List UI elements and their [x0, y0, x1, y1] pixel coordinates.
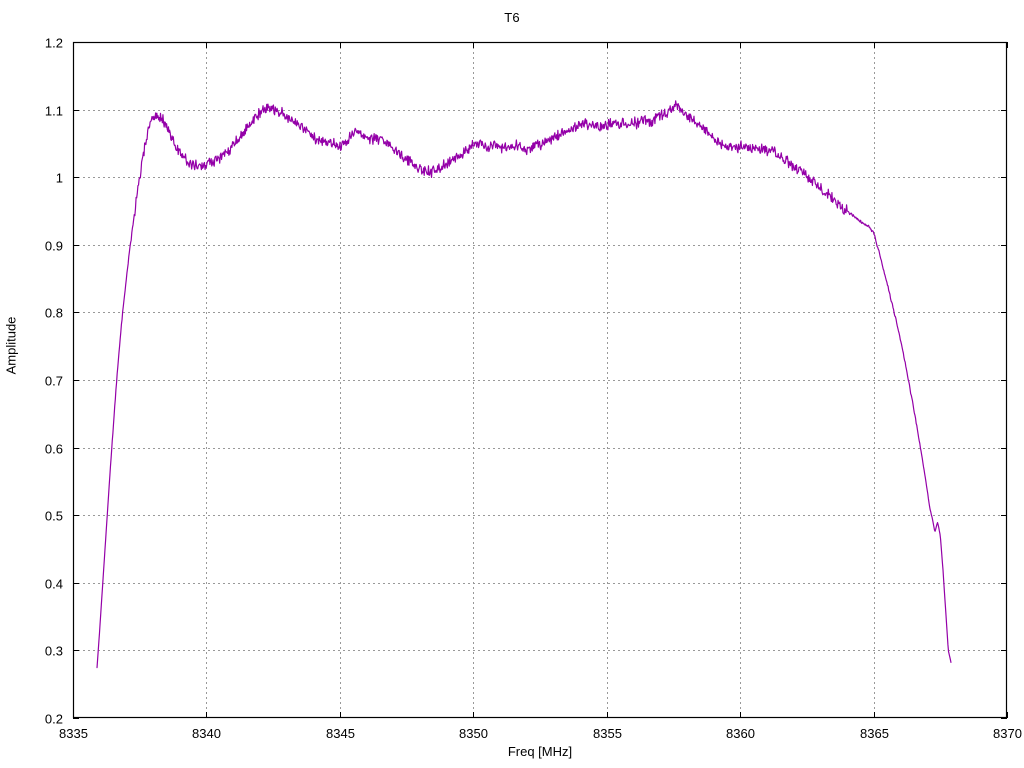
- y-tick-label: 0.9: [45, 239, 63, 254]
- x-tick-label: 8345: [326, 726, 355, 741]
- y-tick-label: 0.7: [45, 374, 63, 389]
- plot-frame: [72, 41, 1008, 719]
- x-tick-label: 8365: [860, 726, 889, 741]
- grid-lines: [73, 42, 1007, 718]
- y-tick-label: 0.5: [45, 509, 63, 524]
- y-tick-label: 0.8: [45, 306, 63, 321]
- y-tick-label: 0.3: [45, 644, 63, 659]
- x-tick-label: 8340: [192, 726, 221, 741]
- x-axis-ticks: 8335 8340 8345 8350 8355 8360 8365 8370: [59, 42, 1022, 741]
- x-axis-title: Freq [MHz]: [507, 744, 573, 759]
- y-tick-label: 1.1: [45, 104, 63, 119]
- plot-border: [72, 41, 1008, 719]
- y-tick-label: 0.6: [45, 442, 63, 457]
- page-title: T6: [504, 10, 520, 25]
- y-axis-ticks: 0.2 0.3 0.4 0.5 0.6 0.7 0.8 0.9 1 1.1 1.2: [45, 36, 1007, 727]
- y-tick-label: 0.4: [45, 577, 63, 592]
- y-tick-label: 1.2: [45, 36, 63, 51]
- x-tick-label: 8360: [726, 726, 755, 741]
- x-tick-label: 8350: [459, 726, 488, 741]
- y-tick-label: 1: [56, 171, 63, 186]
- y-tick-label: 0.2: [45, 712, 63, 727]
- x-tick-label: 8370: [993, 726, 1022, 741]
- x-tick-label: 8335: [59, 726, 88, 741]
- x-tick-label: 8355: [593, 726, 622, 741]
- data-series-line: [96, 100, 952, 669]
- data-series-layer: [96, 100, 952, 669]
